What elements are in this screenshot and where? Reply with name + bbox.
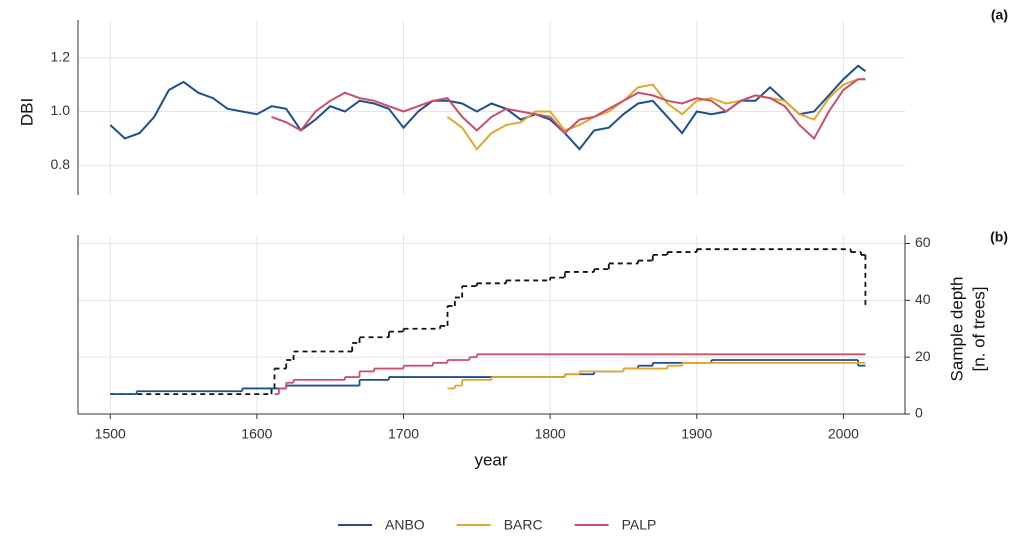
legend-label: BARC xyxy=(504,517,543,533)
panel-label: (b) xyxy=(990,229,1008,245)
series-line xyxy=(271,78,866,141)
legend-label: ANBO xyxy=(385,517,425,533)
x-tick-label: 1800 xyxy=(535,426,566,442)
y2-tick-label: 0 xyxy=(915,405,923,421)
y-tick-label: 0.8 xyxy=(51,156,71,172)
x-tick-label: 1500 xyxy=(95,426,126,442)
panel-label: (a) xyxy=(991,7,1008,23)
y-tick-label: 1.0 xyxy=(51,102,71,118)
y2-axis-title: [n. of trees] xyxy=(969,286,988,371)
y-tick-label: 1.2 xyxy=(51,48,71,64)
y2-axis-title: Sample depth xyxy=(947,277,966,382)
series-line xyxy=(446,78,866,151)
y-axis-title: DBI xyxy=(17,98,36,126)
x-tick-label: 1900 xyxy=(681,426,712,442)
y2-tick-label: 20 xyxy=(915,348,931,364)
y2-tick-label: 40 xyxy=(915,291,931,307)
y2-tick-label: 60 xyxy=(915,234,931,250)
series-line xyxy=(109,64,866,151)
x-tick-label: 1700 xyxy=(388,426,419,442)
x-tick-label: 2000 xyxy=(828,426,859,442)
x-tick-label: 1600 xyxy=(241,426,272,442)
legend-label: PALP xyxy=(622,517,657,533)
x-axis-title: year xyxy=(474,450,507,469)
